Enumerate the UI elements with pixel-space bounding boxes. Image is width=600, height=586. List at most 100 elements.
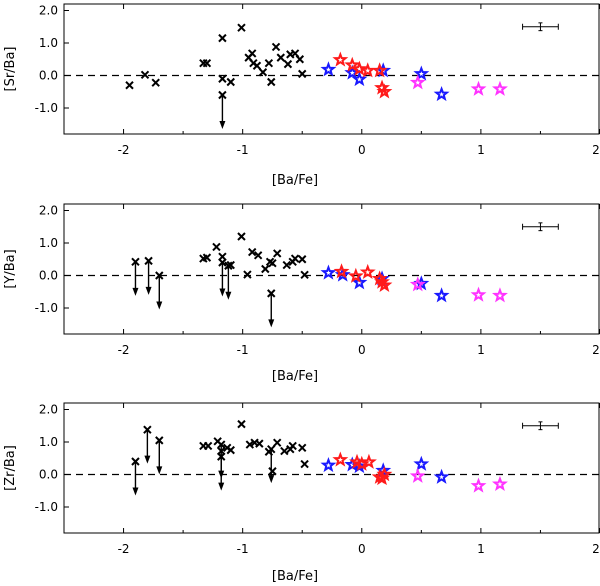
star-point [351, 274, 368, 290]
cross-stroke [203, 441, 213, 451]
y-tick-label: 0.0 [39, 69, 58, 83]
cross-stroke [290, 49, 300, 58]
x-axis-label: [Ba/Fe] [272, 369, 318, 384]
upper-limit-arrow-head [218, 482, 225, 491]
star-point [347, 267, 364, 283]
x-tick-label: 1 [477, 343, 485, 357]
cross-point [268, 258, 277, 268]
star-point [491, 287, 508, 303]
error-bar [522, 421, 559, 431]
cross-stroke [125, 81, 134, 90]
star-point [433, 287, 450, 303]
upper-limit-arrow-head [268, 475, 275, 484]
cross-point [252, 61, 262, 70]
cross-stroke [252, 61, 262, 70]
upper-limit-arrow-head [156, 301, 163, 310]
star-point [320, 61, 337, 77]
star-point [351, 60, 368, 76]
cross-stroke [273, 249, 282, 258]
cross-stroke [271, 42, 281, 52]
upper-limit-arrow-head [156, 466, 163, 475]
cross-stroke [258, 68, 268, 77]
upper-limit-point [267, 289, 276, 328]
y-tick-label: 2.0 [39, 204, 58, 218]
cross-point [202, 253, 212, 262]
x-tick-label: 2 [592, 343, 600, 357]
cross-stroke [267, 77, 276, 87]
panel-1: -2 -1 0 1 2 -1.0 0.0 1.0 2.0 [Ba/Fe] [Sr/Ba] [3, 3, 600, 188]
cross-stroke [237, 23, 246, 32]
cross-stroke [255, 439, 264, 448]
cross-point [202, 58, 212, 68]
star-point [470, 286, 487, 302]
upper-limit-arrow-head [144, 455, 151, 464]
cross-point [203, 441, 213, 451]
y-tick-label: 0.0 [39, 468, 58, 482]
upper-limit-arrow-head [132, 487, 139, 496]
x-tick-label: -2 [118, 343, 130, 357]
cross-stroke [298, 69, 307, 79]
cross-point [267, 77, 276, 87]
cross-point [245, 440, 255, 449]
cross-point [243, 270, 252, 279]
cross-stroke [218, 33, 227, 43]
upper-limit-point [224, 261, 233, 300]
cross-point [140, 70, 150, 80]
plot-frame [63, 3, 600, 135]
y-axis-label: [Sr/Ba] [3, 46, 18, 91]
upper-limit-point [218, 90, 227, 129]
cross-point [276, 53, 285, 62]
cross-point [258, 68, 268, 77]
plot-frame [63, 402, 600, 534]
cross-stroke [283, 59, 293, 69]
cross-stroke [226, 77, 235, 87]
x-tick-label: 0 [358, 343, 366, 357]
star-point [360, 453, 377, 469]
y-tick-label: -1.0 [35, 101, 58, 115]
star-point [359, 62, 376, 78]
upper-limit-arrow-head [268, 319, 275, 328]
cross-stroke [226, 445, 235, 455]
star-point [332, 451, 349, 467]
x-tick-label: -1 [237, 542, 249, 556]
cross-point [300, 270, 309, 280]
cross-point [282, 260, 291, 270]
cross-stroke [282, 260, 291, 270]
cross-point [247, 247, 257, 257]
upper-limit-point [131, 257, 140, 296]
x-tick-label: 1 [477, 542, 485, 556]
star-point [433, 468, 450, 484]
star-point [320, 457, 337, 473]
star-point [359, 263, 376, 280]
cross-point [290, 254, 300, 263]
star-point [351, 71, 368, 87]
star-point [344, 56, 361, 72]
cross-point [264, 58, 274, 68]
upper-limit-point [143, 425, 152, 464]
star-point [320, 264, 337, 280]
cross-stroke [237, 419, 246, 429]
cross-point [226, 77, 235, 87]
cross-point [298, 69, 307, 79]
error-bar [522, 22, 559, 32]
star-point [409, 74, 426, 90]
upper-limit-arrow-head [145, 286, 152, 295]
cross-point [255, 439, 264, 448]
cross-point [212, 242, 221, 252]
cross-point [226, 445, 235, 455]
star-point [332, 51, 349, 67]
cross-stroke [140, 70, 150, 80]
star-point [333, 263, 350, 279]
cross-point [298, 255, 307, 264]
cross-stroke [290, 254, 300, 263]
cross-stroke [202, 253, 212, 262]
x-axis-label: [Ba/Fe] [272, 173, 318, 188]
star-point [413, 65, 430, 81]
cross-point [247, 49, 257, 58]
cross-point [151, 78, 160, 87]
cross-point [253, 251, 263, 260]
cross-stroke [202, 58, 212, 68]
cross-stroke [268, 258, 277, 268]
cross-stroke [276, 53, 285, 62]
